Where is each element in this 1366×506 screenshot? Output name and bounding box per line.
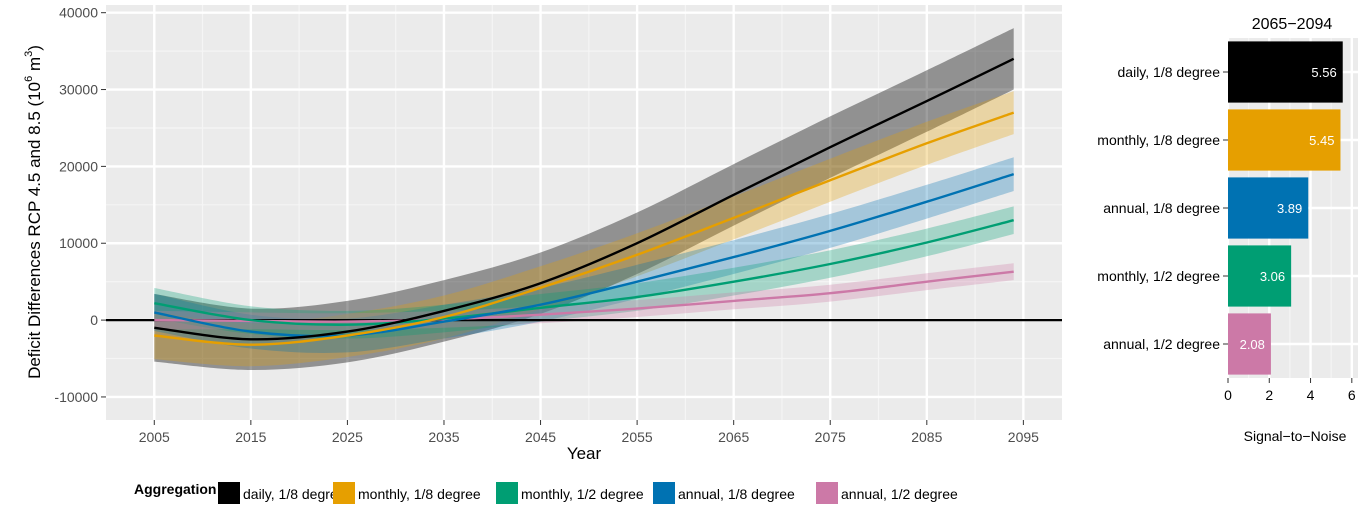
y-tick-label: 20000 (59, 158, 98, 174)
legend-label: monthly, 1/2 degree (521, 486, 644, 502)
x-tick-label: 2055 (622, 429, 653, 445)
y-axis-title-close: ) (25, 45, 44, 51)
legend-title: Aggregation (134, 481, 216, 497)
line-annual-1-8-degree (154, 172, 1015, 338)
bar-value-label: 3.89 (1277, 201, 1302, 216)
bar-x-axis-title: Signal−to−Noise (1244, 428, 1347, 444)
bar-x-tick-label: 2 (1265, 387, 1273, 403)
bar-category-label: monthly, 1/8 degree (1097, 132, 1220, 148)
bars: 5.56 5.45 3.89 3.06 2.08 (1228, 41, 1343, 375)
x-tick-label: 2045 (525, 429, 556, 445)
line-panel-background (106, 5, 1062, 420)
bar-x-axis-ticks: 0 2 4 6 (1224, 378, 1356, 403)
x-tick-label: 2015 (235, 429, 266, 445)
bar-value-label: 5.45 (1309, 133, 1334, 148)
legend-items: daily, 1/8 degree monthly, 1/8 degree mont… (218, 482, 958, 504)
bar-monthly-1-8-degree (1228, 109, 1341, 171)
bar-category-label: annual, 1/2 degree (1103, 336, 1220, 352)
band-annual-1-2-degree (154, 263, 1014, 331)
legend-swatch (333, 482, 355, 504)
y-axis-ticks: -10000 0 10000 20000 30000 40000 (54, 5, 106, 405)
bar-annual-1-2-degree (1228, 313, 1271, 375)
y-tick-label: 30000 (59, 82, 98, 98)
y-axis-title-unit: m (25, 57, 44, 76)
bar-x-tick-label: 6 (1348, 387, 1356, 403)
line-monthly-1-8-degree (154, 111, 1015, 346)
y-axis-title-superscript-2: 3 (23, 51, 35, 57)
x-tick-label: 2025 (332, 429, 363, 445)
bar-category-label: monthly, 1/2 degree (1097, 268, 1220, 284)
x-axis-title: Year (567, 444, 602, 463)
legend-label: annual, 1/8 degree (678, 486, 795, 502)
x-tick-label: 2005 (139, 429, 170, 445)
legend: Aggregation daily, 1/8 degree monthly, 1/… (134, 481, 958, 504)
y-tick-label: 10000 (59, 235, 98, 251)
x-tick-label: 2035 (428, 429, 459, 445)
legend-swatch (218, 482, 240, 504)
legend-label: monthly, 1/8 degree (358, 486, 481, 502)
y-axis-title: Deficit Differences RCP 4.5 and 8.5 (106… (23, 45, 44, 379)
bar-value-label: 3.06 (1260, 269, 1285, 284)
y-axis-title-base: Deficit Differences RCP 4.5 and 8.5 (10 (25, 82, 44, 379)
legend-swatch (816, 482, 838, 504)
bar-category-label: daily, 1/8 degree (1118, 64, 1221, 80)
line-monthly-1-2-degree (154, 219, 1014, 326)
x-tick-label: 2095 (1008, 429, 1039, 445)
x-axis-ticks: 2005 2015 2025 2035 2045 2055 2065 2075 2085 2095 (139, 420, 1039, 445)
x-tick-label: 2065 (718, 429, 749, 445)
bar-annual-1-8-degree (1228, 177, 1309, 239)
x-tick-label: 2085 (911, 429, 942, 445)
y-tick-label: -10000 (54, 389, 98, 405)
y-tick-label: 40000 (59, 5, 98, 21)
band-daily-1-8-degree (154, 28, 1014, 371)
x-tick-label: 2075 (815, 429, 846, 445)
bar-panel-title: 2065−2094 (1252, 16, 1333, 33)
bar-panel-title-strip (1228, 13, 1358, 31)
y-tick-label: 0 (90, 312, 98, 328)
bar-x-tick-label: 0 (1224, 387, 1232, 403)
legend-swatch (496, 482, 518, 504)
bar-daily-1-8-degree (1228, 41, 1343, 103)
bar-category-labels: daily, 1/8 degree monthly, 1/8 degree annu… (1097, 64, 1228, 352)
bar-category-label: annual, 1/8 degree (1103, 200, 1220, 216)
band-annual-1-8-degree (154, 157, 1014, 353)
series-lines (154, 57, 1015, 346)
bar-x-tick-label: 4 (1307, 387, 1315, 403)
legend-label: daily, 1/8 degree (243, 486, 346, 502)
bar-monthly-1-2-degree (1228, 245, 1292, 307)
line-daily-1-8-degree (154, 57, 1015, 341)
line-annual-1-2-degree (154, 270, 1014, 323)
bar-value-label: 2.08 (1240, 337, 1265, 352)
y-axis-title-superscript-1: 6 (23, 76, 35, 82)
legend-label: annual, 1/2 degree (841, 486, 958, 502)
bar-value-label: 5.56 (1311, 65, 1336, 80)
legend-swatch (653, 482, 675, 504)
